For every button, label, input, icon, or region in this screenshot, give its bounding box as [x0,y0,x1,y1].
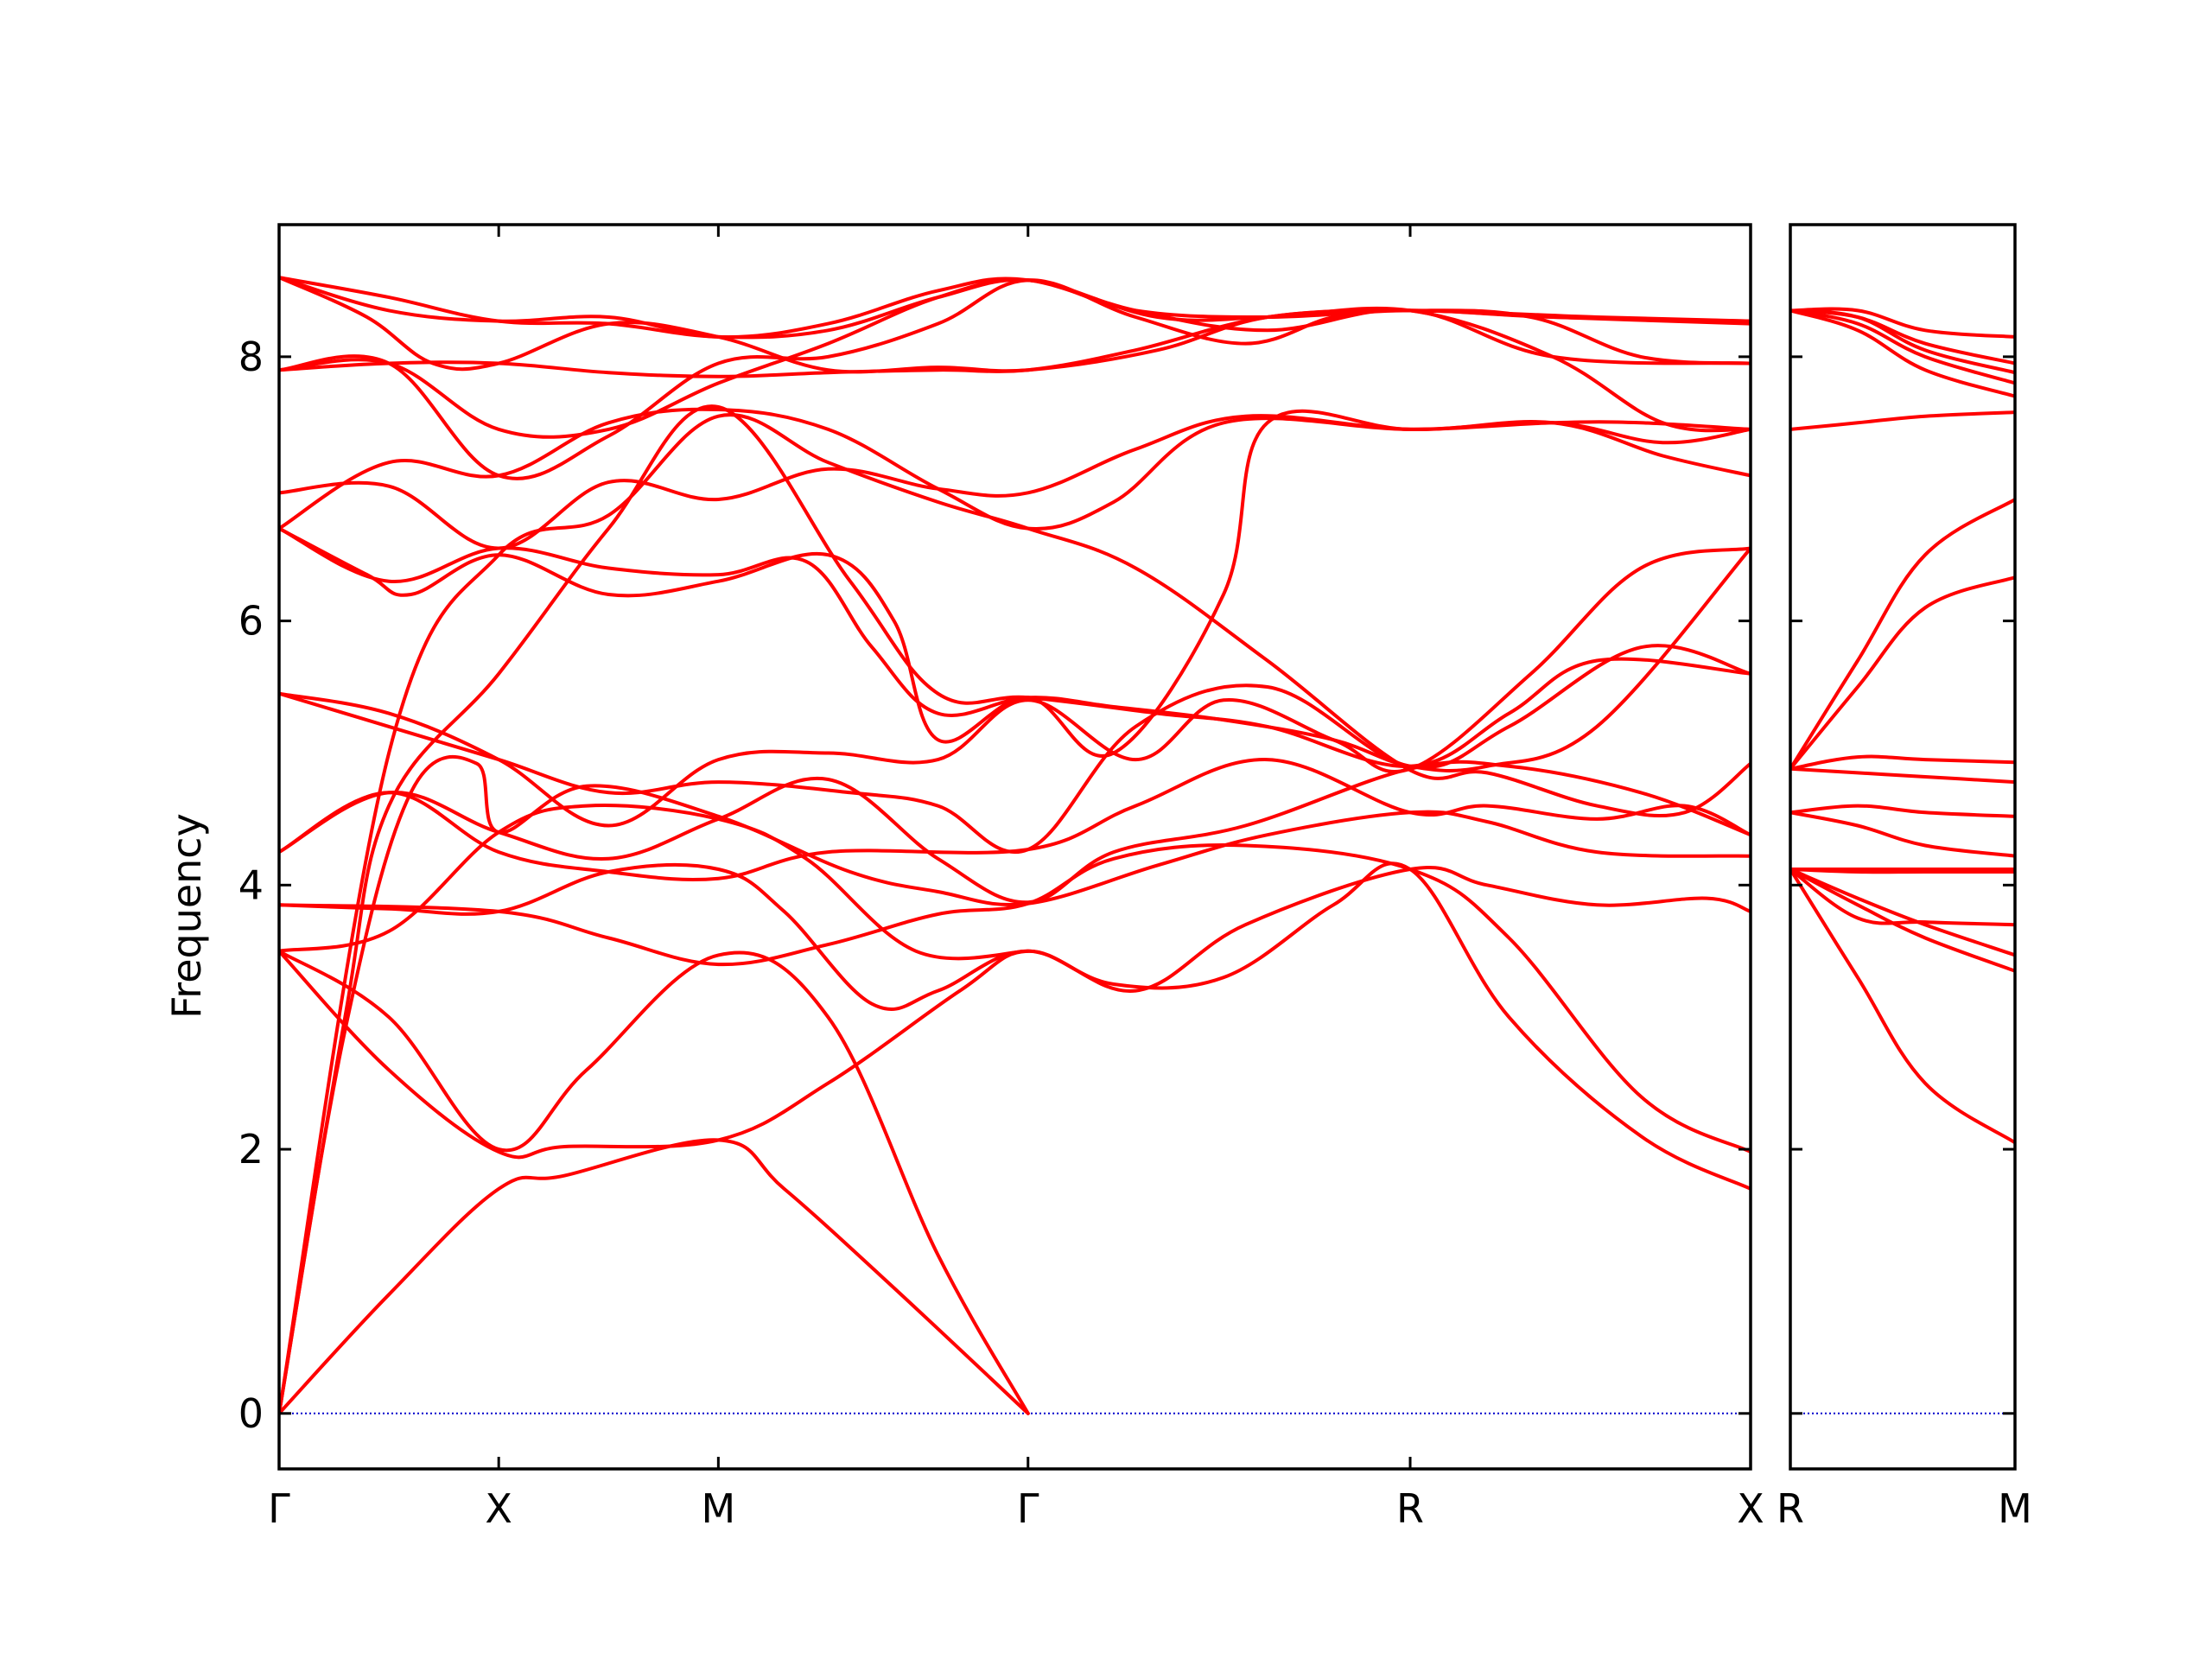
y-tick-label: 2 [238,1126,264,1173]
band-line [279,526,1751,772]
x-tick-label: Γ [1017,1485,1039,1532]
band-line [1790,575,2015,771]
band-line [1790,868,2015,957]
y-axis-title: Frequency [163,813,210,1019]
band-line [1790,307,2015,339]
y-tick-label: 8 [238,334,264,380]
band-line [279,862,1751,1011]
band-line [1790,308,2015,365]
panel-main: 0 2 4 6 8 Γ X M Γ R X [238,223,1764,1532]
band-line [279,276,1751,340]
band-line [279,1138,1030,1415]
band-line [1790,868,2015,927]
axes-frame [277,223,1752,1471]
band-line [1790,498,2015,771]
y-tick-label: 4 [238,861,264,908]
band-line [279,404,1751,1415]
band-line [1790,804,2015,818]
x-tick-label: X [1737,1485,1764,1532]
band-line [1790,754,2015,771]
band-line [279,949,1030,1415]
x-tick-label: M [1998,1485,2032,1532]
x-tick-label: X [485,1485,512,1532]
x-tick-label: Γ [268,1485,290,1532]
band-line [279,758,1751,881]
axes-frame [1789,223,2017,1471]
band-line [1790,308,2015,385]
band-line [1790,868,2015,1145]
band-line [279,546,1751,828]
band-line [1790,766,2015,785]
band-line [1790,810,2015,858]
band-line [279,407,1751,531]
y-tick-label: 0 [238,1390,264,1437]
y-tick-label: 6 [238,598,264,645]
x-tick-label: R [1396,1485,1424,1532]
band-line [1790,410,2015,431]
bands-main [279,276,1751,1415]
band-line [1790,308,2015,398]
band-line [279,644,1751,855]
band-line [279,413,1751,1415]
bands-inset [1790,307,2015,1145]
x-tick-label: R [1777,1485,1804,1532]
x-tick-label: M [702,1485,736,1532]
band-line [279,804,1030,961]
